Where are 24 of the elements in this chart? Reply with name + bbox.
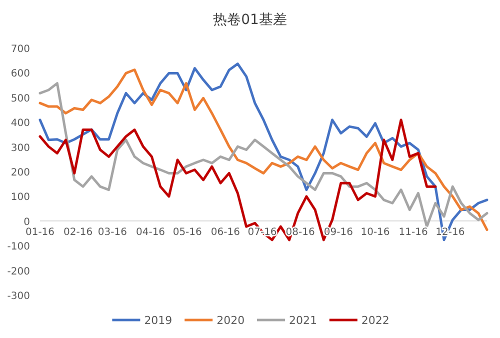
title: 热卷01基差: [213, 12, 287, 28]
legend-label: 2021: [289, 314, 317, 327]
y-tick-label: 100: [10, 192, 30, 204]
y-tick-label: 400: [10, 118, 30, 130]
legend-label: 2020: [216, 314, 245, 327]
y-tick-label: 300: [10, 142, 30, 154]
x-tick-label: 06-16: [210, 226, 240, 238]
y-tick-label: 200: [10, 168, 30, 178]
legend-label: 2019: [144, 314, 172, 327]
y-tick-label: -100: [7, 242, 30, 253]
y-tick-label: 500: [10, 93, 30, 104]
y-tick-label: -300: [7, 291, 30, 302]
x-tick-label: 10-16: [360, 226, 390, 238]
y-tick-label: 700: [10, 44, 30, 55]
y-tick-label: 0: [24, 216, 30, 228]
x-tick-label: 01-16: [25, 226, 55, 238]
x-tick-label: 02-16: [64, 226, 93, 238]
x-tick-label: 05-16: [172, 226, 202, 238]
x-tick-label: 04-16: [136, 226, 166, 238]
x-tick-label: 11-16: [398, 226, 428, 238]
x-tick-label: 03-16: [98, 226, 127, 238]
y-tick-label: 600: [10, 68, 30, 80]
legend-label: 2022: [361, 314, 390, 327]
y-tick-label: -200: [7, 266, 30, 278]
